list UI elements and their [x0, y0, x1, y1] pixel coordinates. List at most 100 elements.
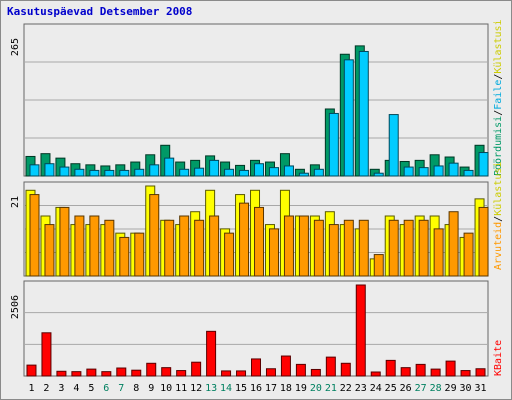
bar-faile-day-23 [358, 50, 369, 177]
x-tick-day-9: 9 [148, 383, 154, 394]
bar-faile-day-6 [104, 169, 115, 177]
x-tick-day-25: 25 [385, 383, 397, 394]
bar-kbaite-day-20 [310, 368, 321, 377]
bar-arvuteid-day-7 [119, 236, 130, 277]
x-tick-day-5: 5 [88, 383, 94, 394]
legend-bottom: KBaite [493, 340, 504, 376]
bar-faile-day-1 [29, 164, 40, 177]
x-tick-day-7: 7 [118, 383, 124, 394]
bar-arvuteid-day-18 [283, 215, 294, 277]
x-tick-day-6: 6 [103, 383, 109, 394]
bar-kbaite-day-26 [400, 367, 411, 377]
bar-kbaite-day-14 [221, 370, 232, 377]
bar-kbaite-day-8 [131, 369, 142, 377]
x-tick-day-27: 27 [415, 383, 427, 394]
bar-kbaite-day-24 [370, 371, 381, 377]
bar-faile-day-28 [433, 165, 444, 177]
bar-faile-day-8 [134, 168, 145, 177]
bar-arvuteid-day-12 [194, 219, 205, 277]
x-tick-day-23: 23 [355, 383, 367, 394]
bar-arvuteid-day-16 [254, 206, 265, 277]
x-tick-day-19: 19 [295, 383, 307, 394]
x-tick-day-21: 21 [325, 383, 337, 394]
bar-kbaite-day-2 [41, 332, 52, 377]
x-tick-day-10: 10 [160, 383, 172, 394]
bar-kbaite-day-23 [355, 284, 366, 377]
legend-bottom-part: KBaite [493, 340, 504, 376]
bar-faile-day-30 [463, 169, 474, 177]
chart-title: Kasutuspäevad Detsember 2008 [7, 5, 193, 18]
bar-faile-day-15 [239, 169, 250, 177]
legend-top-part: Külastusi [493, 19, 504, 73]
bar-arvuteid-day-30 [463, 232, 474, 277]
bar-faile-day-24 [373, 172, 384, 177]
bar-faile-day-16 [254, 163, 265, 177]
bar-arvuteid-day-28 [433, 228, 444, 277]
bar-kbaite-day-6 [101, 371, 112, 377]
bar-faile-day-2 [44, 163, 55, 177]
legend-top-part: / [493, 110, 504, 116]
bar-arvuteid-day-17 [268, 228, 279, 277]
bar-kbaite-day-16 [251, 358, 261, 377]
bar-kbaite-day-15 [236, 370, 247, 377]
bar-faile-day-29 [448, 162, 459, 177]
bar-faile-day-5 [89, 169, 100, 177]
bar-faile-day-25 [388, 114, 399, 177]
bar-kbaite-day-4 [71, 371, 82, 377]
bar-faile-day-7 [119, 169, 130, 177]
y-max-label-middle: 21 [10, 196, 21, 208]
x-tick-day-8: 8 [133, 383, 139, 394]
bar-arvuteid-day-14 [224, 232, 235, 277]
legend-top-part: / [493, 74, 504, 80]
legend-middle: Arvuteid/Külastusi [493, 162, 504, 270]
legend-top-part: Faile [493, 80, 504, 110]
x-tick-day-12: 12 [190, 383, 202, 394]
bar-arvuteid-day-27 [418, 219, 429, 277]
bar-faile-day-12 [194, 167, 205, 177]
x-tick-day-26: 26 [400, 383, 412, 394]
bar-faile-day-19 [298, 172, 309, 177]
bar-faile-day-3 [59, 166, 70, 177]
bar-kbaite-day-1 [26, 364, 37, 377]
bar-faile-day-21 [328, 112, 339, 177]
bar-faile-day-14 [224, 168, 235, 177]
bar-kbaite-day-28 [430, 368, 441, 377]
bar-kbaite-day-25 [385, 359, 396, 377]
bar-arvuteid-day-3 [59, 206, 70, 277]
x-tick-day-17: 17 [265, 383, 277, 394]
bar-arvuteid-day-10 [164, 219, 175, 277]
y-max-label-top: 265 [10, 38, 21, 56]
legend-middle-part: Arvuteid [493, 222, 504, 270]
bar-faile-day-31 [478, 152, 489, 177]
bar-arvuteid-day-2 [44, 224, 55, 277]
bar-kbaite-day-18 [280, 355, 291, 377]
bar-faile-day-22 [343, 59, 354, 177]
bar-arvuteid-day-15 [239, 202, 250, 277]
bar-arvuteid-day-29 [448, 211, 459, 277]
x-tick-day-4: 4 [73, 383, 79, 394]
x-tick-day-31: 31 [474, 383, 486, 394]
x-tick-day-29: 29 [445, 383, 457, 394]
x-tick-day-14: 14 [220, 383, 232, 394]
bar-arvuteid-day-26 [403, 219, 414, 277]
bar-kbaite-day-7 [116, 367, 127, 377]
legend-top-part: Pöördumisi [493, 116, 504, 176]
bar-arvuteid-day-6 [104, 219, 115, 277]
bar-arvuteid-day-5 [89, 215, 100, 277]
bar-faile-day-17 [268, 167, 279, 177]
bar-arvuteid-day-20 [313, 219, 324, 277]
x-tick-day-28: 28 [430, 383, 442, 394]
bar-kbaite-day-11 [176, 370, 187, 377]
bar-faile-day-4 [74, 168, 85, 177]
x-tick-day-15: 15 [235, 383, 247, 394]
bar-faile-day-11 [179, 168, 190, 177]
bar-kbaite-day-13 [206, 330, 217, 377]
legend-middle-part: / [493, 216, 504, 222]
bar-arvuteid-day-31 [478, 206, 489, 277]
bar-kbaite-day-21 [325, 356, 336, 377]
bar-kbaite-day-10 [161, 367, 172, 377]
legend-middle-part: Külastusi [493, 162, 504, 216]
x-tick-day-1: 1 [28, 383, 34, 394]
bar-kbaite-day-22 [340, 362, 351, 377]
